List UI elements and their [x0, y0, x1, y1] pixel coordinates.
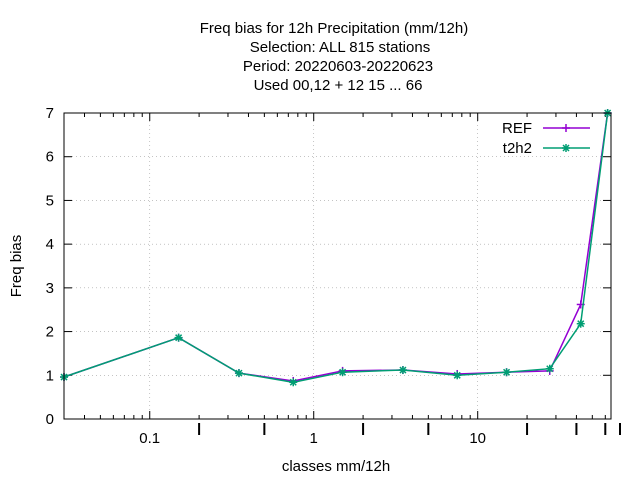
plot-frame [63, 112, 612, 420]
legend: REF t2h2 [502, 120, 590, 157]
y-axis-label: Freq bias [8, 235, 25, 298]
y-tick-label: 7 [46, 105, 54, 122]
chart-title: Freq bias for 12h Precipitation (mm/12h)… [200, 20, 468, 94]
legend-label: REF [502, 120, 532, 137]
point-star-d2 [399, 366, 407, 374]
title-line-3: Period: 20220603-20220623 [243, 58, 433, 75]
x-tick-label: 10 [469, 430, 486, 447]
point-star-d2 [339, 368, 347, 376]
point-star-d2 [546, 365, 554, 373]
point-star-d2 [453, 371, 461, 379]
point-star-d2 [577, 320, 585, 328]
y-tick-label: 4 [46, 236, 54, 253]
y-tick-label: 5 [46, 192, 54, 209]
point-star-d2 [235, 369, 243, 377]
y-tick-label: 1 [46, 367, 54, 384]
x-tick-label: 1 [310, 430, 318, 447]
y-tick-label: 6 [46, 149, 54, 166]
x-tick-label: 0.1 [139, 430, 160, 447]
point-star-d2 [503, 368, 511, 376]
y-tick-label: 2 [46, 324, 54, 341]
point-star-d2 [289, 378, 297, 386]
point-star-d2 [562, 144, 570, 152]
series-t2h2 [60, 109, 612, 387]
title-line-1: Freq bias for 12h Precipitation (mm/12h) [200, 20, 468, 37]
axes: 0 1 2 3 4 5 6 7 0.1 1 10 [46, 105, 621, 447]
title-line-4: Used 00,12 + 12 15 ... 66 [254, 77, 423, 94]
point-star-d2 [175, 334, 183, 342]
title-line-2: Selection: ALL 815 stations [250, 39, 430, 56]
y-tick-label: 3 [46, 280, 54, 297]
x-axis-label: classes mm/12h [282, 458, 390, 475]
data-series [60, 109, 612, 387]
grid-lines [64, 113, 611, 419]
legend-label: t2h2 [503, 140, 532, 157]
y-tick-label: 0 [46, 411, 54, 428]
